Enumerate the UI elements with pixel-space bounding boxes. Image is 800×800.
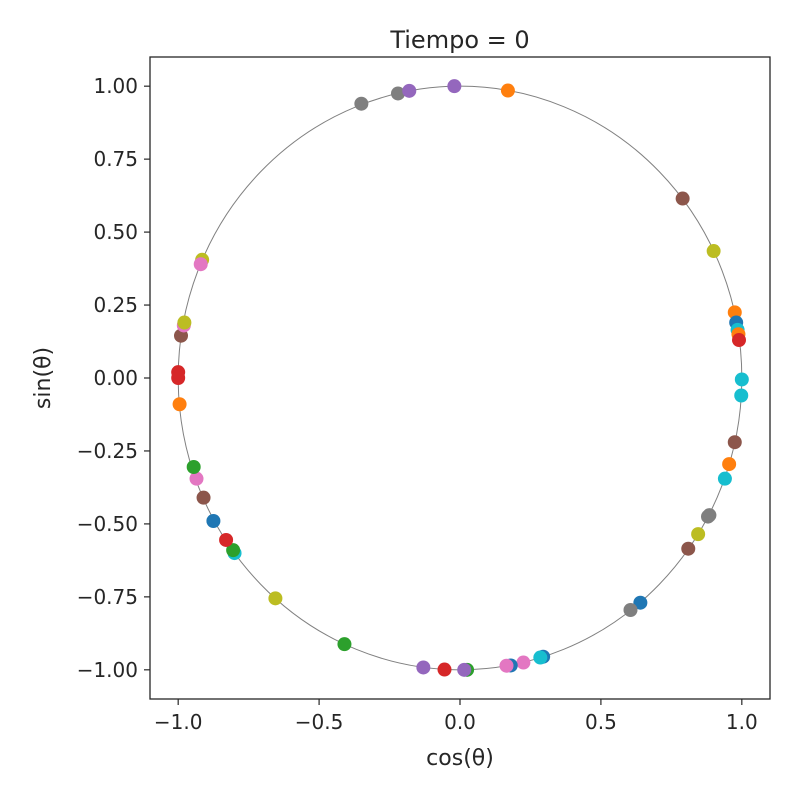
data-point — [177, 315, 192, 330]
data-point — [457, 662, 472, 677]
y-tick-label: 0.25 — [93, 293, 138, 317]
data-point — [354, 96, 369, 111]
data-point — [437, 662, 452, 677]
data-point — [268, 591, 283, 606]
data-point — [337, 637, 352, 652]
data-point — [499, 658, 514, 673]
plot-area — [171, 79, 749, 677]
data-point — [623, 603, 638, 617]
x-tick-label: −0.5 — [295, 710, 344, 734]
data-point — [186, 460, 201, 474]
y-tick-label: 0.75 — [93, 147, 138, 171]
y-tick-label: 1.00 — [93, 74, 138, 98]
data-point — [500, 83, 515, 98]
data-point — [206, 513, 221, 528]
data-point — [701, 509, 715, 524]
y-tick-label: −0.75 — [77, 585, 138, 609]
chart-title: Tiempo = 0 — [389, 26, 529, 54]
data-point — [219, 532, 234, 547]
data-point — [675, 191, 690, 206]
data-point — [447, 79, 462, 94]
x-tick-label: −1.0 — [154, 710, 203, 734]
data-point — [681, 541, 696, 556]
y-tick-label: 0.50 — [93, 220, 138, 244]
data-point — [717, 471, 732, 486]
y-tick-label: −0.50 — [77, 512, 138, 536]
data-point — [727, 305, 742, 320]
x-tick-label: 0.5 — [585, 710, 617, 734]
data-point — [722, 457, 737, 472]
y-tick-label: −0.25 — [77, 439, 138, 463]
plot-frame — [149, 56, 771, 700]
data-point — [691, 527, 706, 542]
data-point — [189, 471, 204, 486]
data-point — [226, 543, 241, 558]
data-point — [633, 595, 648, 610]
data-point — [533, 650, 548, 665]
y-axis-label: sin(θ) — [31, 347, 56, 409]
data-point — [402, 83, 417, 98]
data-point — [734, 372, 749, 387]
x-axis-label: cos(θ) — [426, 746, 494, 771]
data-point — [196, 490, 211, 505]
data-point — [732, 333, 746, 348]
y-axis: 1.00 0.75 0.50 0.25 0.00 −0.25 −0.50 −0.75 −1.00 — [77, 74, 150, 682]
data-point — [516, 655, 531, 670]
y-tick-label: 0.00 — [93, 366, 138, 390]
y-tick-label: −1.00 — [77, 658, 138, 682]
data-point — [391, 86, 405, 101]
data-point — [706, 244, 721, 259]
data-point — [416, 660, 431, 675]
data-point — [727, 435, 742, 450]
data-point — [171, 365, 186, 380]
unit-circle — [177, 85, 743, 671]
data-point — [172, 397, 187, 412]
x-axis: −1.0 −0.5 0.0 0.5 1.0 — [154, 699, 758, 734]
data-point — [193, 257, 208, 272]
x-tick-label: 1.0 — [726, 710, 758, 734]
x-tick-label: 0.0 — [444, 710, 476, 734]
data-point — [734, 388, 749, 403]
